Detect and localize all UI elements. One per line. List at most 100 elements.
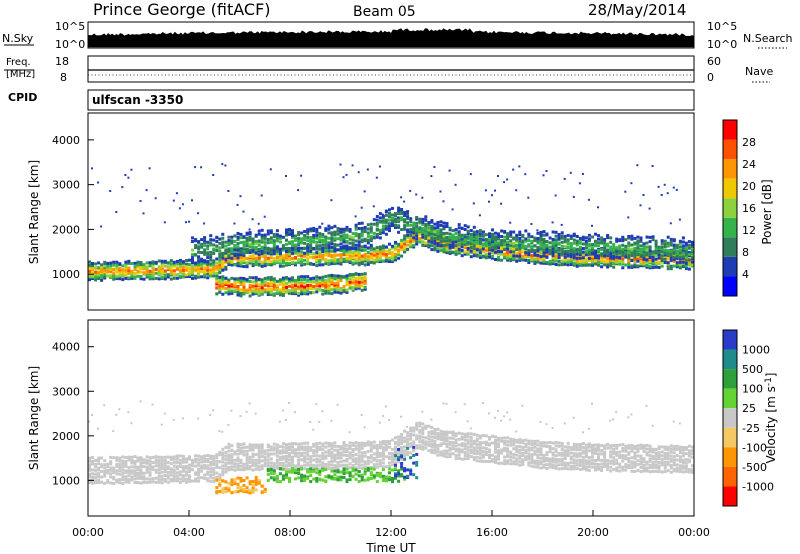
velocity-cell-1175 [406,450,410,454]
velocity-cell-1556 [536,465,540,469]
velocity-cell-1187 [409,451,413,455]
power-colorbar-swatch-0 [723,276,737,296]
power-cell-1485 [354,215,357,218]
power-cell-59 [109,275,113,279]
velocity-cell-1260 [430,430,434,434]
power-cell-1003 [291,243,294,247]
power-cell-2702 [584,253,588,257]
power-cell-1646 [381,246,385,250]
power-cell-2289 [506,258,510,262]
power-cell-192 [157,267,161,271]
power-cell-1360 [339,242,343,246]
power-cell-1328 [336,253,340,257]
power-cell-2546 [554,240,558,244]
velocity-cell-709 [297,464,301,467]
power-cell-1190 [318,254,322,258]
velocity-cell-900 [342,453,346,457]
velocity-cell-921 [348,466,352,470]
velocity-cell-56 [106,462,110,466]
power-cell-1064 [300,284,304,288]
velocity-cell-1264 [433,448,437,452]
power-cell-2378 [521,242,525,246]
velocity-cell-1568 [539,456,543,460]
power-colorbar-swatch-8 [723,120,737,140]
velocity-cell-505 [248,460,252,464]
power-cell-1202 [318,244,322,248]
power-cell-2002 [448,237,452,241]
velocity-cell-345 [209,454,213,458]
power-cell-2237 [494,244,497,248]
velocity-cell-996 [363,472,367,476]
power-cell-2084 [463,228,467,231]
power-cell-1363 [339,234,343,238]
power-cell-2698 [584,257,588,261]
velocity-cell-723 [300,458,304,462]
velocity-cell-881 [336,444,340,448]
velocity-cell-823 [321,468,325,472]
velocity-cell-1489 [512,453,516,456]
velocity-cell-783 [312,428,315,431]
velocity-cell-119 [130,475,134,479]
power-cell-1176 [315,278,319,282]
power-cell-3231 [691,263,694,267]
power-cell-2222 [491,243,494,247]
velocity-cell-1369 [469,448,473,452]
velocity-cell-200 [157,459,161,463]
power-cell-3143 [672,251,676,255]
velocity-cell-64 [109,455,113,459]
power-cell-2997 [642,245,646,249]
velocity-cell-688 [291,455,294,459]
power-cell-45 [103,275,107,278]
power-cell-2963 [636,243,640,246]
velocity-cell-71 [112,456,116,460]
velocity-cell-10 [91,481,94,485]
power-cell-190 [157,270,161,274]
power-ytick-label-1: 2000 [52,223,80,236]
velocity-cell-113 [127,469,131,473]
velocity-cell-1287 [439,429,443,433]
power-cell-2513 [548,252,552,255]
power-cell-1977 [445,250,449,254]
power-cell-375 [206,244,210,248]
power-cell-3127 [669,253,673,257]
power-cell-796 [263,251,267,254]
power-cell-753 [257,222,260,225]
power-cell-481 [224,291,228,295]
power-cell-1056 [300,257,304,261]
velocity-cell-1523 [524,458,528,461]
velocity-cell-1514 [521,460,525,464]
velocity-cell-397 [224,467,228,471]
power-cell-2034 [454,240,458,244]
power-cell-361 [203,222,206,225]
velocity-cell-54 [106,468,110,472]
velocity-cell-727 [300,445,304,449]
velocity-cell-713 [297,451,301,455]
velocity-cell-258 [178,477,182,481]
power-cell-349 [203,266,207,270]
velocity-cell-529 [251,489,255,493]
velocity-cell-92 [121,478,125,482]
velocity-cell-959 [357,466,361,470]
cpid-value: ulfscan -3350 [92,93,183,107]
power-cell-816 [266,282,270,286]
velocity-cell-167 [145,459,149,463]
power-cell-1544 [363,285,367,289]
power-colorbar-tick-1: 8 [742,246,749,259]
power-cell-886 [275,289,279,293]
velocity-cell-1465 [503,436,507,440]
velocity-cell-278 [185,470,188,474]
velocity-cell-563 [260,449,264,453]
power-cell-1754 [403,234,407,238]
velocity-cell-1342 [460,444,464,448]
power-cell-1359 [339,246,343,249]
power-cell-1573 [366,223,370,227]
velocity-cell-950 [354,457,358,461]
velocity-cell-635 [278,451,282,455]
velocity-cell-1582 [545,467,549,470]
power-cell-2211 [491,256,494,260]
velocity-cell-204 [160,474,164,478]
power-cell-1263 [327,284,331,288]
velocity-cell-433 [230,480,234,484]
velocity-cell-1154 [400,465,404,469]
velocity-cell-1442 [497,461,500,465]
